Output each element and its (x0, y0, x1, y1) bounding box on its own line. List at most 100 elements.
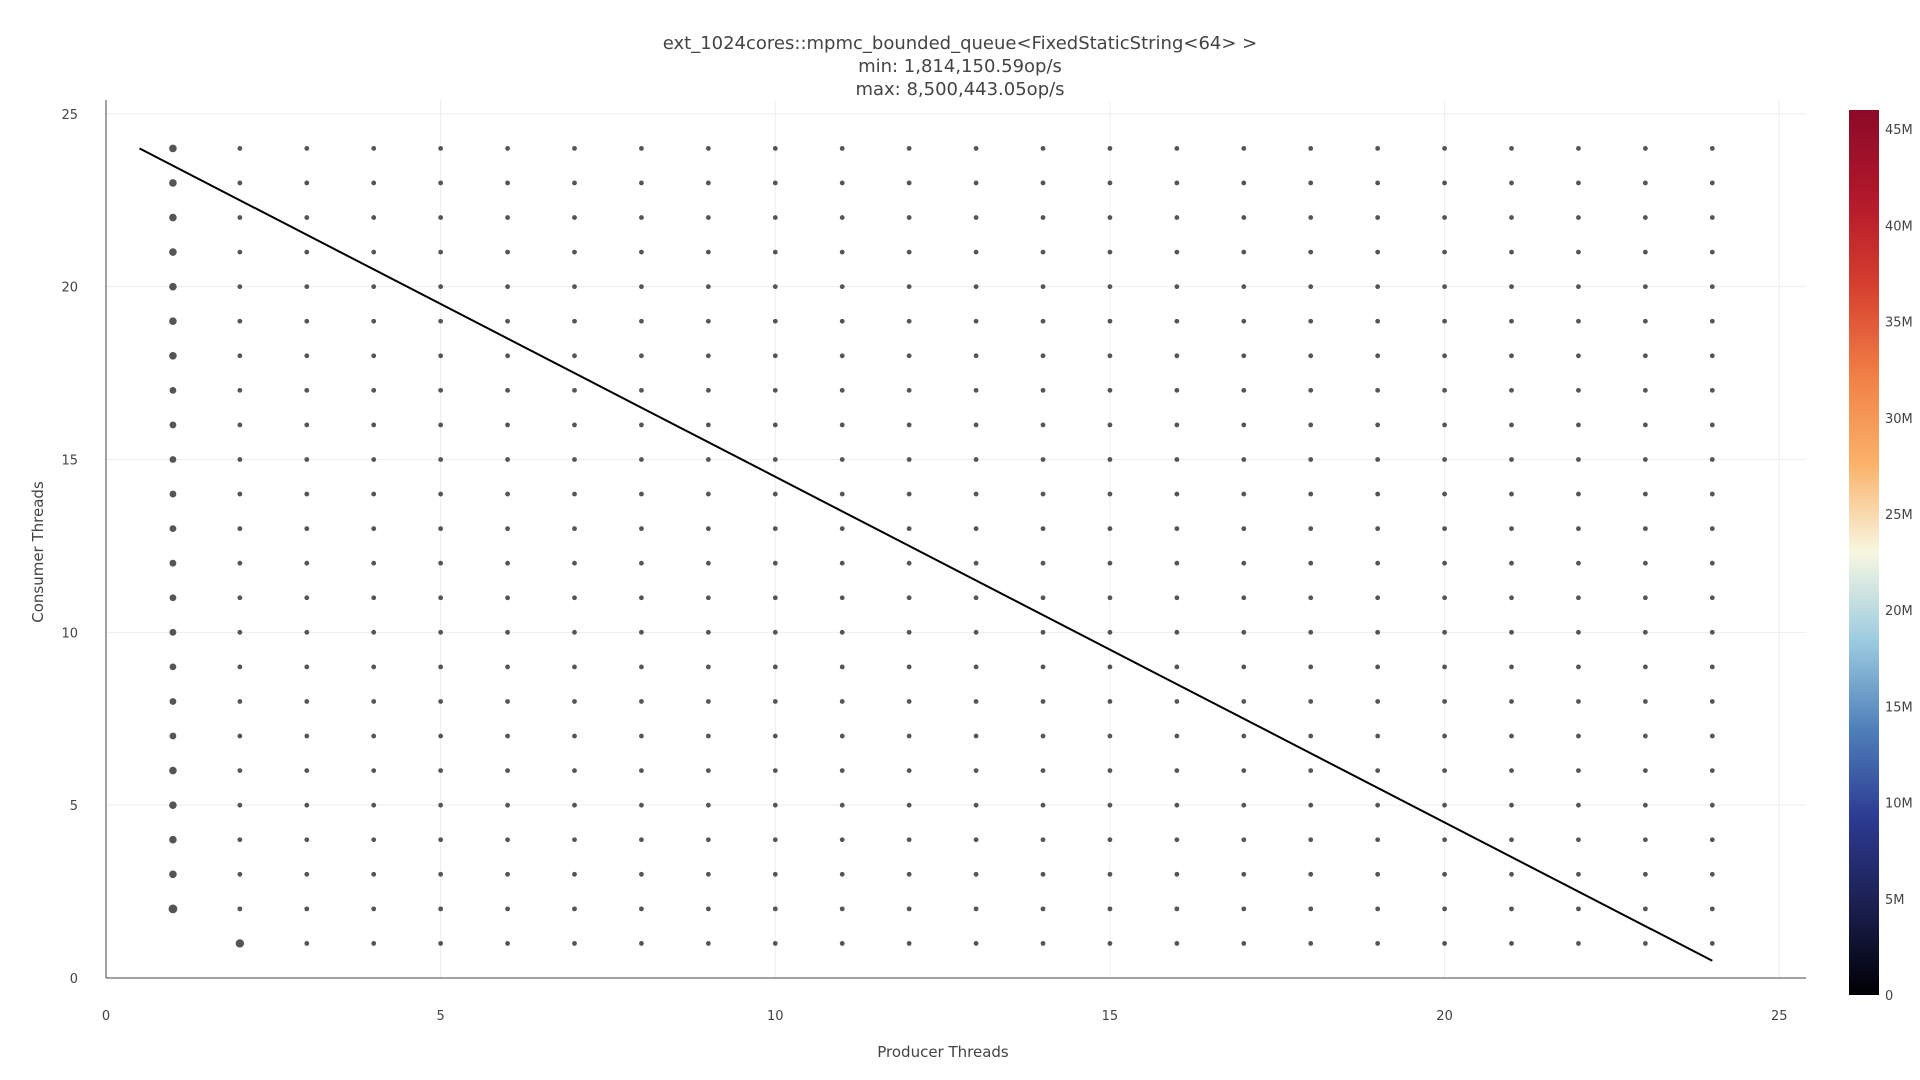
y-tick-label: 5 (70, 799, 78, 814)
data-point (1040, 664, 1046, 670)
data-point (304, 768, 310, 773)
chart-title: ext_1024cores::mpmc_bounded_queue<FixedS… (663, 33, 1258, 54)
data-point (839, 318, 845, 324)
data-point (572, 180, 577, 186)
data-point (973, 664, 979, 670)
data-point (235, 939, 245, 948)
data-point (1642, 526, 1648, 532)
data-point (438, 941, 444, 946)
data-point (505, 422, 510, 428)
data-point (906, 353, 912, 359)
data-point (839, 768, 845, 773)
data-point (772, 457, 778, 462)
data-point (1174, 353, 1180, 359)
data-point (237, 837, 243, 843)
data-point (705, 215, 711, 220)
data-point (1442, 318, 1447, 324)
data-point (1442, 802, 1447, 808)
data-point (1308, 906, 1314, 912)
data-point (1107, 145, 1113, 151)
data-point (839, 664, 845, 670)
data-point (237, 215, 243, 220)
data-point (1308, 871, 1314, 877)
data-point (705, 491, 711, 497)
data-point (1040, 526, 1046, 532)
data-point (572, 941, 577, 946)
data-point (1709, 422, 1715, 428)
data-point (639, 941, 644, 946)
data-point (1174, 802, 1180, 808)
data-point (1576, 768, 1581, 773)
data-point (772, 802, 778, 808)
data-point (237, 871, 243, 877)
data-point (973, 802, 979, 808)
data-point (1642, 249, 1648, 255)
data-point (1442, 387, 1447, 393)
data-point (1509, 215, 1514, 220)
data-point (906, 733, 912, 739)
data-point (839, 284, 845, 290)
data-point (371, 941, 377, 946)
data-point (1107, 837, 1113, 843)
data-point (1241, 387, 1247, 393)
data-point (1241, 249, 1247, 255)
data-point (973, 457, 979, 462)
data-point (1442, 906, 1447, 912)
data-point (1375, 215, 1381, 220)
data-point (1174, 457, 1180, 462)
data-point (304, 941, 310, 946)
data-point (572, 318, 577, 324)
data-point (1509, 664, 1514, 670)
data-point (639, 215, 644, 220)
data-point (1375, 802, 1381, 808)
data-point (1576, 802, 1581, 808)
data-point (1375, 699, 1381, 704)
data-point (1509, 318, 1514, 324)
data-point (572, 595, 577, 601)
data-point (505, 353, 510, 359)
data-point (1642, 284, 1648, 290)
data-point (839, 941, 845, 946)
data-point (639, 387, 644, 393)
data-point (1241, 802, 1247, 808)
data-point (839, 145, 845, 151)
data-point (1107, 180, 1113, 186)
data-points (168, 144, 1715, 948)
data-point (237, 145, 243, 151)
data-point (1308, 699, 1314, 704)
data-point (1107, 422, 1113, 428)
data-point (1241, 664, 1247, 670)
data-point (839, 629, 845, 635)
data-point (705, 768, 711, 773)
x-tick-label: 20 (1436, 1009, 1453, 1024)
data-point (304, 699, 310, 704)
data-point (304, 595, 310, 601)
data-point (1107, 802, 1113, 808)
colorbar-gradient (1849, 110, 1879, 995)
data-point (1509, 560, 1514, 566)
data-point (304, 180, 310, 186)
data-point (1509, 595, 1514, 601)
data-point (1709, 871, 1715, 877)
colorbar: 0 5M 10M 15M 20M 25M 30M 35M 40M 45M (1849, 110, 1913, 1004)
data-point (1174, 318, 1180, 324)
data-point (1174, 906, 1180, 912)
data-point (237, 802, 243, 808)
data-point (304, 318, 310, 324)
data-point (1642, 145, 1648, 151)
data-point (772, 664, 778, 670)
data-point (1375, 629, 1381, 635)
data-point (1107, 353, 1113, 359)
data-point (1308, 145, 1314, 151)
data-point (505, 629, 510, 635)
data-point (169, 698, 177, 705)
data-point (705, 906, 711, 912)
data-point (1375, 906, 1381, 912)
data-point (1241, 457, 1247, 462)
data-point (1642, 941, 1648, 946)
data-point (839, 249, 845, 255)
data-point (304, 145, 310, 151)
data-point (906, 699, 912, 704)
data-point (772, 871, 778, 877)
data-point (1040, 387, 1046, 393)
